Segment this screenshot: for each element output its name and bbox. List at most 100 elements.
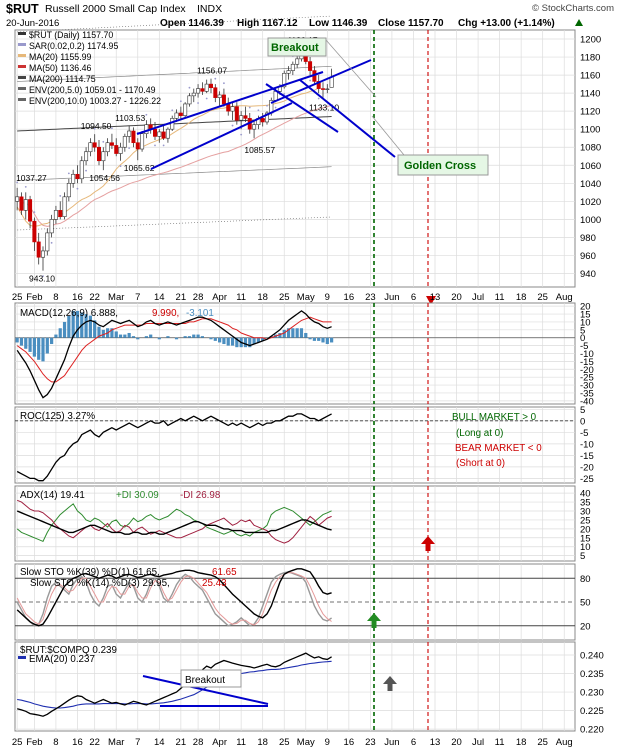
x-tick-label: Jun: [384, 737, 399, 748]
ma200-line: [17, 116, 332, 132]
x-tick-label: Aug: [556, 737, 573, 748]
macd-histogram-bar: [269, 336, 273, 338]
legend-entry: ENV(200,10.0) 1003.27 - 1226.22: [29, 96, 161, 106]
macd-histogram-bar: [209, 337, 213, 340]
macd-histogram-bar: [37, 337, 41, 360]
x-tick-label: 7: [135, 737, 140, 748]
ma50-line: [16, 104, 332, 227]
candle-body: [308, 61, 313, 71]
x-tick-label: 11: [495, 292, 505, 303]
gray-up-arrow-icon: [383, 676, 397, 691]
sar-dot: [240, 133, 243, 136]
candle-body: [101, 151, 106, 162]
x-tick-label: Feb: [26, 292, 42, 303]
candle-body: [84, 151, 89, 162]
y-tick-label: 1000: [580, 215, 601, 226]
x-tick-label: 25: [279, 737, 290, 748]
y-tick-label: 50: [580, 598, 591, 609]
candle-body: [127, 130, 132, 137]
sar-dot: [33, 211, 36, 214]
candle-body: [53, 210, 58, 220]
legend-swatch: [18, 43, 26, 46]
minus-di-line: [17, 499, 332, 544]
breakout-pointer: [325, 39, 377, 98]
legend-swatch: [18, 98, 26, 101]
macd-histogram-bar: [62, 321, 67, 338]
y-tick-label: -35: [580, 388, 594, 399]
sar-dot: [50, 241, 53, 244]
price-level-label: 1156.07: [197, 66, 227, 76]
macd-histogram-bar: [97, 326, 101, 338]
candle-body: [122, 136, 127, 148]
candle-body: [153, 128, 158, 137]
x-tick-label: 23: [365, 292, 376, 303]
macd-histogram-bar: [187, 336, 192, 338]
candle-body: [178, 112, 183, 116]
candle-body: [217, 94, 222, 98]
x-tick-label: 25: [12, 292, 23, 303]
x-tick-label: 11: [495, 737, 505, 748]
sar-dot: [24, 186, 27, 188]
macd-histogram-bar: [131, 336, 136, 338]
legend-entry: SAR(0.02,0.2) 1174.95: [29, 41, 118, 51]
x-tick-label: 9: [325, 292, 330, 303]
x-tick-label: 22: [89, 292, 100, 303]
legend-swatch: [18, 87, 26, 90]
x-tick-label: 20: [451, 292, 462, 303]
sar-dot: [59, 195, 62, 197]
x-tick-label: 28: [193, 292, 204, 303]
breakout-annotation-box: [267, 37, 327, 57]
breakout-annotation: Breakout: [271, 42, 319, 54]
macd-histogram-bar: [127, 332, 131, 338]
macd-histogram-bar: [15, 337, 19, 343]
bull-long-label: (Long at 0): [456, 428, 503, 439]
candle-body: [62, 196, 67, 217]
red-up-arrow-icon: [421, 536, 435, 551]
close-value: Close 1157.70: [378, 18, 444, 29]
candle-body: [109, 142, 114, 146]
bull-market-label: BULL MARKET > 0: [452, 412, 537, 423]
ratio-ema-legend: EMA(20) 0.237: [29, 654, 95, 665]
low-value: Low 1146.39: [309, 18, 368, 29]
candle-body: [209, 83, 214, 89]
stoch39-legend: Slow STO %K(39) %D(1) 61.65,: [20, 567, 160, 578]
macd-histogram-bar: [196, 334, 200, 338]
macd-line: [16, 310, 332, 399]
candle-body: [36, 241, 41, 258]
x-tick-label: 25: [12, 737, 23, 748]
sar-dot: [102, 140, 105, 143]
y-tick-label: 1020: [580, 197, 601, 208]
macd-histogram-bar: [312, 337, 316, 341]
sar-dot: [283, 93, 286, 95]
y-tick-label: -5: [580, 341, 588, 352]
chart-panels: 9409609801000102010401060108011001120114…: [12, 15, 604, 748]
candle-body: [196, 88, 201, 94]
x-tick-label: 28: [193, 737, 204, 748]
macd-signal-line: [16, 316, 332, 383]
chart-exchange: INDX: [197, 3, 222, 15]
adx-panel-frame: [14, 485, 576, 562]
candle-body: [66, 182, 71, 198]
trend-channel-line: [270, 59, 372, 104]
roc-line: [16, 413, 332, 482]
open-value: Open 1146.39: [160, 18, 224, 29]
macd-histogram-bar: [317, 337, 321, 341]
y-tick-label: 5: [580, 325, 585, 336]
price-level-label: 1065.62: [124, 163, 155, 173]
sar-dot: [317, 97, 320, 100]
macd-histogram-bar: [118, 334, 123, 338]
candle-body: [282, 72, 287, 88]
y-tick-label: -20: [580, 365, 594, 376]
legend-swatch: [18, 54, 26, 57]
legend-swatch: [18, 76, 26, 79]
macd-histogram-bar: [71, 310, 75, 338]
legend-entry: MA(20) 1155.99: [29, 52, 92, 62]
macd-histogram-bar: [222, 337, 226, 345]
sar-dot: [188, 86, 191, 89]
x-tick-label: May: [297, 737, 315, 748]
adx-line: [16, 510, 332, 535]
candle-body: [118, 146, 123, 154]
stoch39-d-legend: 61.65: [212, 567, 237, 578]
macd-histogram-bar: [41, 337, 45, 362]
